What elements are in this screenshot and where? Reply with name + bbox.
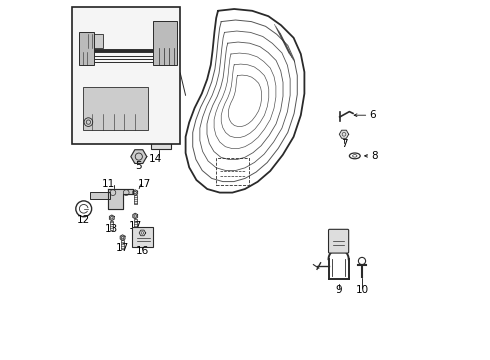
Text: 16: 16 <box>136 246 149 256</box>
Bar <box>90 192 110 199</box>
Text: 1: 1 <box>71 69 77 79</box>
Bar <box>83 34 103 48</box>
Text: 7: 7 <box>341 139 347 149</box>
FancyBboxPatch shape <box>72 7 180 144</box>
Polygon shape <box>139 230 146 236</box>
Text: 10: 10 <box>355 285 368 295</box>
Text: 3: 3 <box>150 31 156 41</box>
Polygon shape <box>108 189 133 209</box>
Polygon shape <box>133 190 138 195</box>
Text: 15: 15 <box>106 125 119 135</box>
Polygon shape <box>157 137 165 144</box>
Text: 14: 14 <box>149 154 162 164</box>
Polygon shape <box>120 235 125 240</box>
Text: 13: 13 <box>105 224 119 234</box>
Polygon shape <box>125 127 130 132</box>
Polygon shape <box>109 215 114 221</box>
Text: 6: 6 <box>369 110 376 120</box>
Text: 15: 15 <box>109 114 122 125</box>
Text: 17: 17 <box>128 221 142 231</box>
FancyBboxPatch shape <box>328 229 349 253</box>
Text: 8: 8 <box>371 151 378 161</box>
Bar <box>110 221 113 230</box>
FancyBboxPatch shape <box>151 122 171 149</box>
Bar <box>153 22 176 65</box>
Bar <box>126 122 130 132</box>
Bar <box>121 240 124 249</box>
Polygon shape <box>125 117 130 122</box>
Bar <box>134 219 137 228</box>
Text: 2: 2 <box>150 18 156 28</box>
Text: 17: 17 <box>138 179 151 189</box>
Text: 12: 12 <box>77 215 90 225</box>
Text: 5: 5 <box>136 161 142 171</box>
Bar <box>216 158 248 185</box>
Polygon shape <box>131 150 147 163</box>
Text: 9: 9 <box>335 285 342 295</box>
Bar <box>79 32 94 65</box>
Text: 17: 17 <box>116 243 129 253</box>
Polygon shape <box>133 213 138 219</box>
Bar <box>126 132 130 142</box>
Bar <box>134 195 137 204</box>
Bar <box>83 87 148 130</box>
Polygon shape <box>339 130 349 138</box>
Text: 4: 4 <box>96 130 102 140</box>
Text: 11: 11 <box>101 179 115 189</box>
FancyBboxPatch shape <box>132 227 153 247</box>
